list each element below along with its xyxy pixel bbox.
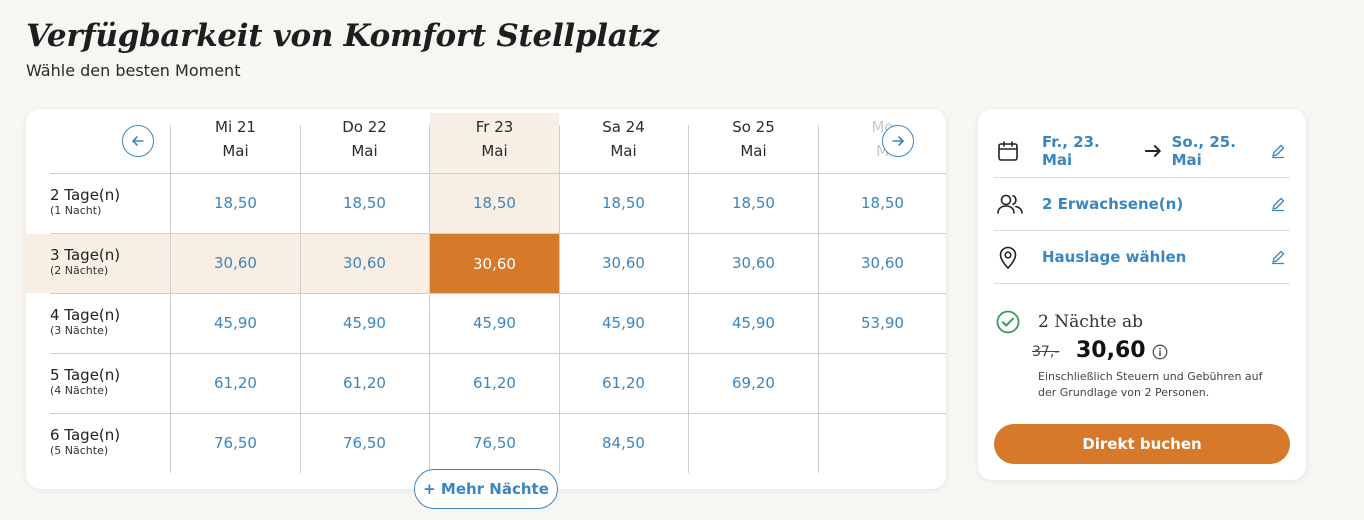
price-cell[interactable]: 61,20 xyxy=(473,374,516,392)
page-subtitle: Wähle den besten Moment xyxy=(26,61,241,80)
row-label-main: 6 Tage(n) xyxy=(50,426,121,444)
price-cell[interactable]: 53,90 xyxy=(861,314,904,332)
price-cell[interactable]: 18,50 xyxy=(214,194,257,212)
price-cell[interactable]: 45,90 xyxy=(602,314,645,332)
calendar-icon xyxy=(996,137,1028,165)
date-to: So., 25. Mai xyxy=(1171,132,1236,169)
day-header-month: Mai xyxy=(610,142,637,160)
row-label-5-tage: 5 Tage(n) (4 Nächte) xyxy=(50,366,120,398)
price-cell[interactable]: 18,50 xyxy=(473,194,516,212)
price-cell[interactable]: 18,50 xyxy=(861,194,904,212)
price-cell[interactable]: 45,90 xyxy=(343,314,386,332)
row-label-main: 5 Tage(n) xyxy=(50,366,121,384)
price-cell[interactable]: 76,50 xyxy=(214,434,257,452)
price-cell[interactable]: 45,90 xyxy=(732,314,775,332)
row-label-4-tage: 4 Tage(n) (3 Nächte) xyxy=(50,306,120,338)
price-cell[interactable]: 61,20 xyxy=(343,374,386,392)
check-circle-icon xyxy=(996,310,1020,334)
next-days-button[interactable] xyxy=(882,125,914,157)
more-nights-button[interactable]: + Mehr Nächte xyxy=(414,469,558,509)
price-cell[interactable]: 45,90 xyxy=(473,314,516,332)
row-label-3-tage: 3 Tage(n) (2 Nächte) xyxy=(50,246,120,278)
page-title: Verfügbarkeit von Komfort Stellplatz xyxy=(26,18,659,54)
old-price: 37,- xyxy=(1032,344,1060,360)
arrow-right-icon xyxy=(1144,144,1161,157)
price-cell[interactable]: 69,20 xyxy=(732,374,775,392)
day-header-sa-24: Sa 24 Mai xyxy=(559,115,688,163)
row-label-6-tage: 6 Tage(n) (5 Nächte) xyxy=(50,426,120,458)
row-label-main: 2 Tage(n) xyxy=(50,186,121,204)
arrow-left-icon xyxy=(132,136,144,146)
row-label-sub: (1 Nacht) xyxy=(50,204,102,217)
row-label-main: 4 Tage(n) xyxy=(50,306,121,324)
location-label: Hauslage wählen xyxy=(1042,247,1187,266)
price-cell[interactable]: 76,50 xyxy=(343,434,386,452)
price-cell[interactable]: 76,50 xyxy=(473,434,516,452)
users-icon xyxy=(996,190,1028,218)
row-label-sub: (2 Nächte) xyxy=(50,264,109,277)
day-header-fr-23: Fr 23 Mai xyxy=(430,115,559,163)
pencil-icon[interactable] xyxy=(1270,249,1286,265)
price-cell[interactable]: 18,50 xyxy=(343,194,386,212)
day-header-weekday: Mi 21 xyxy=(215,118,256,136)
guests-row[interactable]: 2 Erwachsene(n) xyxy=(994,177,1290,230)
row-label-sub: (5 Nächte) xyxy=(50,444,109,457)
day-header-mi-21: Mi 21 Mai xyxy=(171,115,300,163)
book-now-button[interactable]: Direkt buchen xyxy=(994,424,1290,464)
availability-grid: 30,60 Mi 21 Mai Do 22 Mai Fr 23 Mai Sa 2… xyxy=(26,109,946,489)
tax-note: Einschließlich Steuern und Gebühren auf … xyxy=(1038,370,1263,399)
day-header-month: Mai xyxy=(351,142,378,160)
day-header-weekday: So 25 xyxy=(732,118,775,136)
map-pin-icon xyxy=(996,243,1028,271)
price-cell-empty xyxy=(818,413,946,473)
selected-row-highlight xyxy=(26,234,430,293)
price-cell[interactable]: 18,50 xyxy=(732,194,775,212)
pencil-icon[interactable] xyxy=(1270,196,1286,212)
current-price: 30,60 xyxy=(1076,338,1146,363)
booking-summary-card: Fr., 23. Mai So., 25. Mai 2 Erwachsene(n… xyxy=(978,109,1306,480)
selected-price-cell[interactable]: 30,60 xyxy=(430,234,559,293)
price-cell[interactable]: 18,50 xyxy=(602,194,645,212)
day-header-month: Mai xyxy=(740,142,767,160)
price-cell[interactable]: 30,60 xyxy=(861,254,904,272)
price-cell[interactable]: 30,60 xyxy=(214,254,257,272)
day-header-weekday: Fr 23 xyxy=(475,118,514,136)
row-label-main: 3 Tage(n) xyxy=(50,246,121,264)
price-cell[interactable]: 30,60 xyxy=(602,254,645,272)
date-range-row[interactable]: Fr., 23. Mai So., 25. Mai xyxy=(994,124,1290,177)
row-label-2-tage: 2 Tage(n) (1 Nacht) xyxy=(50,186,120,218)
day-header-do-22: Do 22 Mai xyxy=(300,115,429,163)
day-header-so-25: So 25 Mai xyxy=(689,115,818,163)
price-cell[interactable]: 84,50 xyxy=(602,434,645,452)
prev-days-button[interactable] xyxy=(122,125,154,157)
date-from: Fr., 23. Mai xyxy=(1042,132,1100,169)
row-label-sub: (3 Nächte) xyxy=(50,324,109,337)
pencil-icon[interactable] xyxy=(1270,143,1286,159)
location-row[interactable]: Hauslage wählen xyxy=(994,230,1290,283)
info-icon[interactable] xyxy=(1152,344,1168,360)
nights-from-label: 2 Nächte ab xyxy=(1038,312,1144,332)
price-cell-empty xyxy=(689,413,818,473)
price-cell[interactable]: 61,20 xyxy=(214,374,257,392)
row-label-sub: (4 Nächte) xyxy=(50,384,109,397)
arrow-right-icon xyxy=(892,136,904,146)
price-cell[interactable]: 30,60 xyxy=(732,254,775,272)
price-cell[interactable]: 45,90 xyxy=(214,314,257,332)
day-header-month: Mai xyxy=(481,142,508,160)
guests-label: 2 Erwachsene(n) xyxy=(1042,194,1184,213)
price-cell-empty xyxy=(818,353,946,413)
day-header-weekday: Sa 24 xyxy=(602,118,645,136)
day-header-weekday: Do 22 xyxy=(342,118,387,136)
price-cell[interactable]: 30,60 xyxy=(343,254,386,272)
price-cell[interactable]: 61,20 xyxy=(602,374,645,392)
day-header-month: Mai xyxy=(222,142,249,160)
